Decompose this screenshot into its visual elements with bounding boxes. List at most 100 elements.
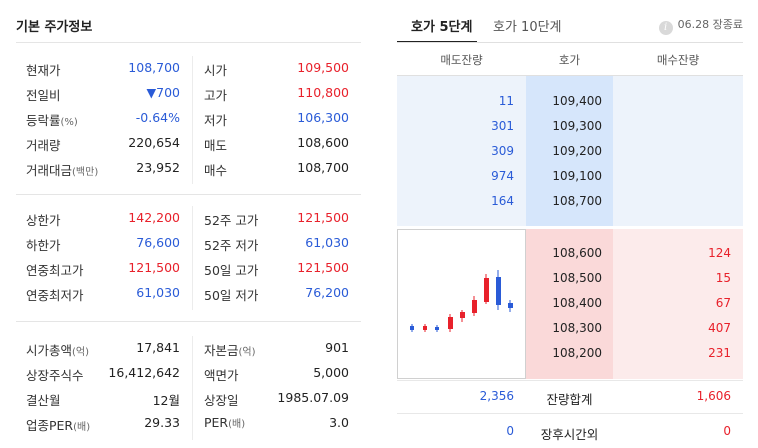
unit-label: (억) <box>238 347 256 358</box>
info-value: 17,841 <box>136 340 180 355</box>
info-value: ▼700 <box>146 85 180 100</box>
ask-qty-header: 매도잔량 <box>440 53 483 67</box>
ask-row[interactable]: 11 109,400 <box>397 94 743 119</box>
candle <box>448 314 453 332</box>
ask-row[interactable]: 301 109,300 <box>397 119 743 144</box>
info-label: 하한가 <box>26 238 61 253</box>
info-icon[interactable]: i <box>658 21 673 35</box>
candle <box>423 324 427 332</box>
bid-row[interactable]: 108,500 15 <box>397 271 743 296</box>
info-value: 29.33 <box>144 415 180 430</box>
info-label: 결산월 <box>26 393 61 408</box>
bid-row[interactable]: 108,300 407 <box>397 321 743 346</box>
ask-row[interactable]: 974 109,100 <box>397 169 743 194</box>
info-value: 23,952 <box>136 160 180 175</box>
unit-label: (%) <box>60 117 78 128</box>
info-value: 121,500 <box>297 210 349 225</box>
info-label: 시가 <box>204 63 228 78</box>
total-bid-qty: 1,606 <box>696 389 731 403</box>
candlestick-chart-svg <box>410 270 513 332</box>
info-value: 901 <box>325 340 349 355</box>
info-value: 61,030 <box>305 235 349 250</box>
afterhours-label: 장후시간외 <box>540 427 599 442</box>
info-value: 110,800 <box>297 85 349 100</box>
total-ask-qty: 2,356 <box>479 389 514 403</box>
info-label: 52주 고가 <box>204 213 259 228</box>
ask-row[interactable]: 309 109,200 <box>397 144 743 169</box>
info-row: 전일비 ▼700 고가 110,800 <box>16 85 361 110</box>
basic-stock-info-panel: 기본 주가정보 현재가 108,700 시가 109,500 전일비 ▼700 고가 110,… <box>16 0 361 448</box>
tab-5-levels[interactable]: 호가 5단계 <box>411 20 473 35</box>
info-value: -0.64% <box>135 110 180 125</box>
bid-qty: 124 <box>708 246 731 260</box>
info-row: 업종PER(배) 29.33 PER(배) 3.0 <box>16 415 361 440</box>
info-row: 연중최저가 61,030 50일 저가 76,200 <box>16 285 361 310</box>
summary-row-total: 2,356 잔량합계 1,606 <box>397 389 743 414</box>
ask-price: 109,400 <box>552 94 602 108</box>
bid-price: 108,500 <box>552 271 602 285</box>
bid-qty-header: 매수잔량 <box>656 53 700 67</box>
info-label: 52주 저가 <box>204 238 259 253</box>
info-row: 현재가 108,700 시가 109,500 <box>16 60 361 85</box>
info-label: 상장주식수 <box>26 368 84 383</box>
info-label: 액면가 <box>204 368 239 383</box>
info-row: 시가총액(억) 17,841 자본금(억) 901 <box>16 340 361 365</box>
info-value: 3.0 <box>329 415 349 430</box>
info-row: 등락률(%) -0.64% 저가 106,300 <box>16 110 361 135</box>
info-row: 거래량 220,654 매도 108,600 <box>16 135 361 160</box>
info-row: 하한가 76,600 52주 저가 61,030 <box>16 235 361 260</box>
ask-price: 108,700 <box>552 194 602 208</box>
ask-price: 109,200 <box>552 144 602 158</box>
info-value: 109,500 <box>297 60 349 75</box>
candle <box>435 325 439 332</box>
unit-label: (배) <box>228 419 246 430</box>
info-label: 등락률(%) <box>26 113 78 128</box>
market-status-text: 06.28 장종료 <box>677 18 743 31</box>
ask-price: 109,300 <box>552 119 602 133</box>
candle <box>410 324 414 332</box>
candle <box>496 270 501 310</box>
info-value: 76,200 <box>305 285 349 300</box>
info-label: 고가 <box>204 88 228 103</box>
info-value: 142,200 <box>128 210 180 225</box>
bid-qty: 15 <box>715 271 731 285</box>
bid-qty: 231 <box>708 346 731 360</box>
info-value: 76,600 <box>136 235 180 250</box>
info-row: 거래대금(백만) 23,952 매수 108,700 <box>16 160 361 185</box>
market-status: i 06.28 장종료 <box>658 16 743 35</box>
price-header: 호가 <box>558 53 581 67</box>
unit-label: (억) <box>72 347 90 358</box>
info-value: 108,700 <box>297 160 349 175</box>
candle <box>508 300 513 312</box>
info-label: 업종PER(배) <box>26 418 91 433</box>
info-value: 12월 <box>152 393 180 408</box>
ask-qty: 11 <box>498 94 514 108</box>
info-label: 50일 고가 <box>204 263 259 278</box>
divider <box>16 321 361 322</box>
info-label: 거래량 <box>26 138 61 153</box>
bid-row[interactable]: 108,600 124 <box>397 246 743 271</box>
unit-label: (백만) <box>72 167 99 178</box>
info-label: 전일비 <box>26 88 61 103</box>
info-label: 매수 <box>204 163 228 178</box>
candle <box>460 310 465 322</box>
info-value: 121,500 <box>128 260 180 275</box>
bid-row[interactable]: 108,400 67 <box>397 296 743 321</box>
bid-row[interactable]: 108,200 231 <box>397 346 743 371</box>
info-label: 상장일 <box>204 393 239 408</box>
ask-row[interactable]: 164 108,700 <box>397 194 743 219</box>
divider <box>16 194 361 195</box>
divider <box>397 75 743 76</box>
divider <box>397 380 743 381</box>
info-value: 106,300 <box>297 110 349 125</box>
info-label: 현재가 <box>26 63 61 78</box>
tab-10-levels[interactable]: 호가 10단계 <box>493 20 562 35</box>
bid-price: 108,300 <box>552 321 602 335</box>
info-label: 저가 <box>204 113 228 128</box>
info-label: 상한가 <box>26 213 61 228</box>
column-divider <box>192 206 193 310</box>
info-value: 108,600 <box>297 135 349 150</box>
candle <box>472 296 477 316</box>
ask-qty: 301 <box>491 119 514 133</box>
bid-price: 108,600 <box>552 246 602 260</box>
